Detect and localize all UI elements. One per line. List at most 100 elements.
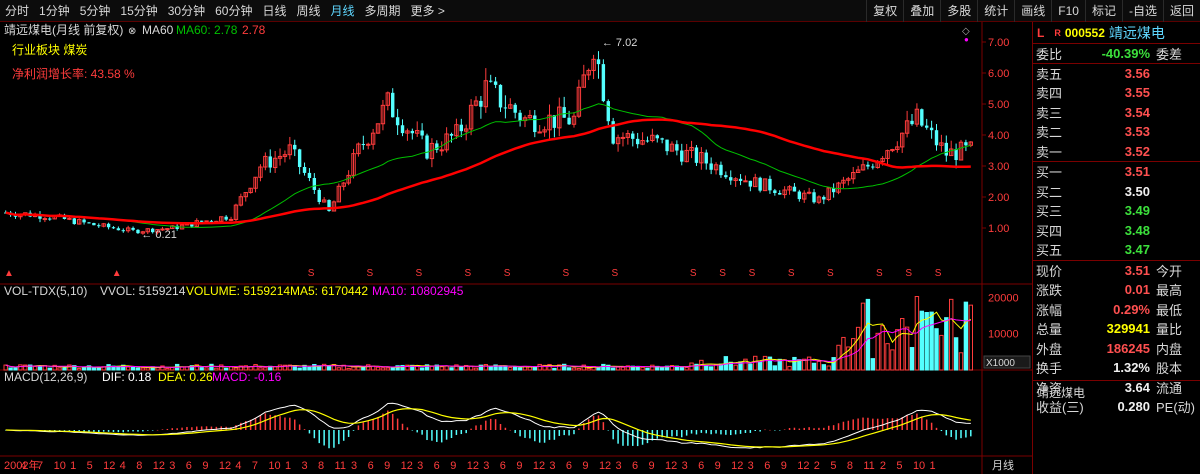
ma60-value: MA60: 2.78: [176, 23, 238, 37]
tool-button-1[interactable]: 叠加: [903, 0, 940, 22]
x-tick-label: 9: [715, 460, 721, 472]
tab-period-8[interactable]: 月线: [330, 3, 355, 18]
x-tick-label: 6: [186, 460, 192, 472]
tool-button-3[interactable]: 统计: [977, 0, 1014, 22]
ask-row[interactable]: 卖一 3.52: [1033, 142, 1200, 162]
tool-button-4[interactable]: 画线: [1014, 0, 1051, 22]
candle-body: [375, 123, 381, 134]
tab-period-3[interactable]: 15分钟: [120, 3, 158, 18]
tool-button-6[interactable]: 标记: [1084, 0, 1122, 22]
candle-body: [489, 80, 493, 82]
bid-row[interactable]: 买三 3.49: [1033, 201, 1200, 221]
macd-histogram: [4, 402, 972, 449]
ask-row[interactable]: 卖五 3.56: [1033, 64, 1200, 84]
candle-body: [699, 152, 704, 164]
volume-bar: [263, 367, 268, 371]
tab-period-4[interactable]: 30分钟: [167, 3, 206, 18]
macd-bar: [803, 427, 805, 430]
candle-body: [258, 166, 263, 178]
tab-period-9[interactable]: 多周期: [364, 3, 401, 18]
candle-body: [822, 196, 826, 200]
macd-bar: [406, 427, 409, 430]
candle-body: [806, 191, 812, 194]
candle-body: [812, 192, 816, 203]
ask-row[interactable]: 卖二 3.53: [1033, 122, 1200, 142]
volume-bar: [86, 365, 92, 371]
volume-bar: [444, 365, 449, 371]
candle-body: [675, 144, 679, 151]
macd-bar: [504, 427, 507, 430]
tool-button-5[interactable]: F10: [1051, 0, 1085, 22]
x-tick-label: 7: [37, 460, 43, 472]
volume-bars: [3, 296, 974, 371]
macd-bar: [793, 427, 796, 430]
macd-bar: [249, 419, 252, 430]
candle-body: [121, 230, 125, 232]
candle-body: [464, 128, 469, 132]
macd-bar: [744, 430, 747, 433]
tool-button-2[interactable]: 多股: [940, 0, 977, 22]
x-tick-label: 12: [797, 460, 809, 472]
candle-body: [351, 153, 356, 176]
x-tick-label: 6: [434, 460, 440, 472]
macd-bar: [715, 430, 717, 434]
macd-bar: [127, 430, 129, 432]
macd-bar: [436, 430, 438, 442]
candle-body: [302, 167, 307, 173]
macd-bar: [695, 430, 698, 435]
candle-body: [263, 155, 268, 168]
bid-row[interactable]: 买四 3.48: [1033, 221, 1200, 241]
candle-body: [527, 114, 533, 119]
tab-period-6[interactable]: 日线: [262, 3, 287, 18]
volume-bar: [464, 364, 469, 371]
tool-button-7[interactable]: -自选: [1121, 0, 1163, 22]
candle-body: [797, 191, 802, 200]
candle-body: [709, 163, 713, 170]
low-annotation: ← 0.21: [141, 229, 176, 241]
volume-bar: [860, 302, 866, 371]
volume-bar: [165, 368, 170, 371]
macd-bar: [916, 413, 918, 430]
candle-body: [331, 201, 337, 212]
candle-body: [92, 223, 96, 226]
macd-bar: [891, 418, 894, 430]
macd-bar: [676, 430, 678, 437]
x-tick-label: 3: [301, 460, 307, 472]
bid-row[interactable]: 买一 3.51: [1033, 162, 1200, 182]
macd-bar: [818, 427, 820, 430]
ask-row[interactable]: 卖四 3.55: [1033, 83, 1200, 103]
tool-button-0[interactable]: 复权: [866, 0, 903, 22]
macd-bar: [298, 424, 301, 430]
candle-body: [684, 149, 689, 163]
tool-button-8[interactable]: 返回: [1162, 0, 1200, 22]
tab-period-0[interactable]: 分时: [5, 3, 30, 18]
candle-body: [949, 148, 954, 157]
tab-period-7[interactable]: 周线: [296, 3, 321, 18]
tab-period-1[interactable]: 1分钟: [39, 3, 70, 18]
volume-header: VOL-TDX(5,10) VVOL: 5159214 VOLUME: 5159…: [4, 284, 464, 298]
chevron-down-icon: ⊗: [128, 26, 136, 37]
bid-row[interactable]: 买二 3.50: [1033, 182, 1200, 202]
volume-bar: [508, 366, 513, 371]
macd-bar: [524, 430, 526, 438]
volume-bar: [831, 357, 836, 371]
bid-row[interactable]: 买五 3.47: [1033, 240, 1200, 260]
candle-body: [454, 124, 459, 137]
candle-body: [131, 227, 135, 230]
tab-period-2[interactable]: 5分钟: [79, 3, 111, 18]
candle-body: [209, 220, 214, 222]
candle-body: [297, 149, 302, 168]
macd-bar: [862, 417, 864, 430]
candle-body: [537, 131, 542, 134]
volume-bar: [346, 367, 351, 371]
volume-bar: [816, 360, 822, 371]
volume-bar: [669, 365, 675, 371]
macd-bar: [681, 430, 683, 438]
tab-period-5[interactable]: 60分钟: [215, 3, 253, 18]
kline-chart-area[interactable]: 7.00 6.00 5.00 4.00 3.00 2.00 1.00 20000 10000 X1…: [0, 22, 1032, 474]
price-tick-label: 4.00: [988, 130, 1009, 142]
tab-period-10[interactable]: 更多 >: [410, 3, 445, 18]
candle-body: [586, 69, 591, 76]
macd-bar: [156, 429, 159, 431]
ask-row[interactable]: 卖三 3.54: [1033, 103, 1200, 123]
